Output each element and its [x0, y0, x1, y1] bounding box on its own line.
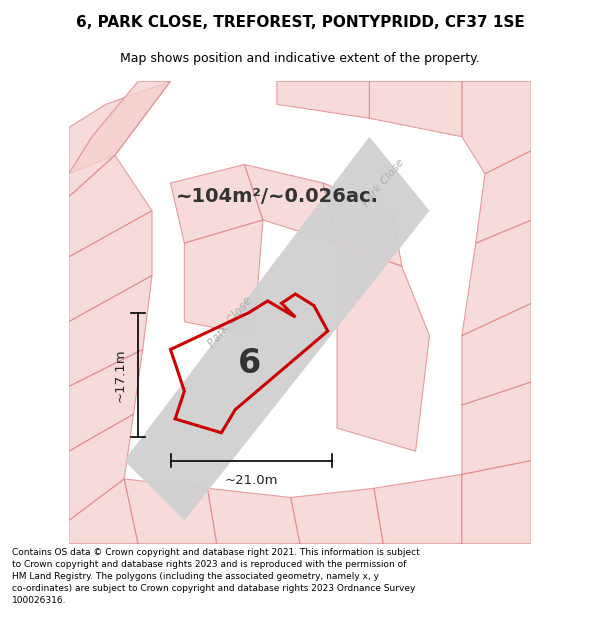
Polygon shape [291, 488, 383, 544]
Polygon shape [370, 81, 462, 137]
Polygon shape [69, 81, 170, 174]
Polygon shape [69, 211, 152, 322]
Polygon shape [69, 81, 170, 197]
Text: ~104m²/~0.026ac.: ~104m²/~0.026ac. [175, 188, 379, 206]
Text: 6: 6 [238, 347, 261, 380]
Polygon shape [69, 414, 133, 521]
Text: Map shows position and indicative extent of the property.: Map shows position and indicative extent… [120, 52, 480, 65]
Polygon shape [124, 479, 217, 544]
Polygon shape [69, 349, 143, 451]
Text: 6, PARK CLOSE, TREFOREST, PONTYPRIDD, CF37 1SE: 6, PARK CLOSE, TREFOREST, PONTYPRIDD, CF… [76, 15, 524, 30]
Polygon shape [69, 276, 152, 386]
Polygon shape [462, 382, 531, 474]
Polygon shape [462, 303, 531, 405]
Polygon shape [245, 164, 337, 243]
Polygon shape [476, 151, 531, 243]
Text: Park Close: Park Close [361, 158, 406, 209]
Polygon shape [184, 220, 263, 336]
Polygon shape [170, 164, 263, 243]
Polygon shape [323, 183, 402, 266]
Polygon shape [462, 461, 531, 544]
Text: Park Close: Park Close [206, 294, 256, 349]
Polygon shape [374, 474, 462, 544]
Polygon shape [208, 488, 300, 544]
Text: ~17.1m: ~17.1m [113, 348, 127, 402]
Polygon shape [124, 137, 430, 521]
Polygon shape [277, 81, 370, 118]
Polygon shape [337, 243, 430, 451]
Polygon shape [69, 479, 138, 544]
Text: Contains OS data © Crown copyright and database right 2021. This information is : Contains OS data © Crown copyright and d… [12, 548, 420, 606]
Text: ~21.0m: ~21.0m [224, 474, 278, 488]
Polygon shape [462, 220, 531, 336]
Polygon shape [462, 81, 531, 174]
Polygon shape [69, 155, 152, 257]
